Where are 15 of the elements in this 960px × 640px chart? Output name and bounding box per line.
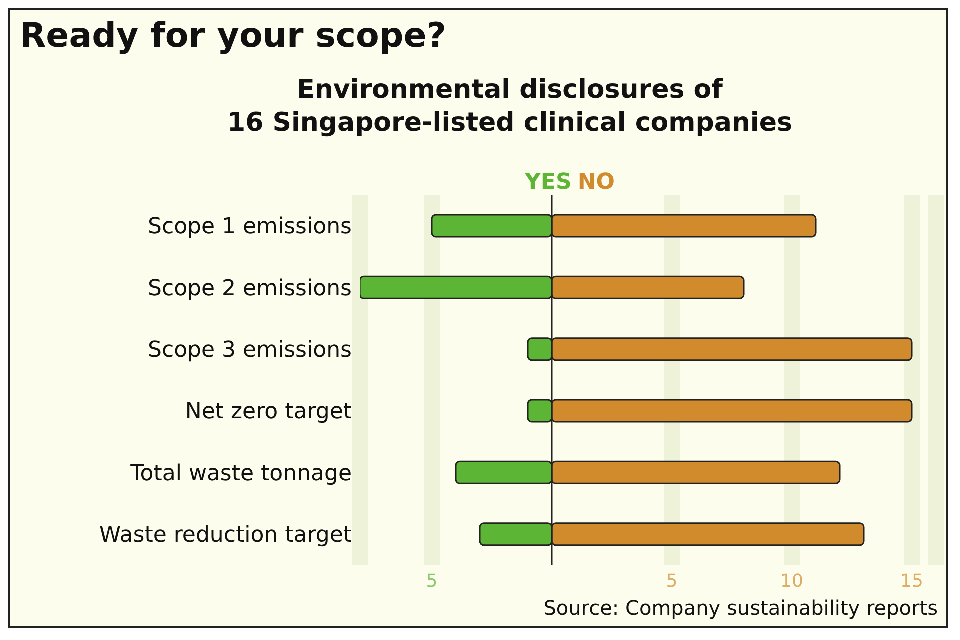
- y-tick-label: Scope 2 emissions: [148, 276, 352, 302]
- y-tick-label: Scope 3 emissions: [148, 338, 352, 363]
- source-note: Source: Company sustainability reports: [544, 596, 938, 620]
- series-label: YES: [525, 170, 572, 195]
- x-tick-label: 15: [900, 571, 924, 592]
- chart-subtitle: Environmental disclosures of 16 Singapore-listed clinical companies: [226, 74, 794, 140]
- chart-title: Ready for your scope?: [20, 16, 446, 56]
- y-tick-label: Waste reduction target: [99, 522, 352, 548]
- y-tick-label: Total waste tonnage: [130, 461, 352, 486]
- x-tick-label: 5: [666, 571, 678, 592]
- x-tick-label: 10: [780, 571, 804, 592]
- y-tick-label: Net zero target: [185, 400, 352, 425]
- x-tick-label: 5: [426, 571, 438, 592]
- y-tick-label: Scope 1 emissions: [148, 214, 352, 240]
- series-label: NO: [578, 170, 615, 195]
